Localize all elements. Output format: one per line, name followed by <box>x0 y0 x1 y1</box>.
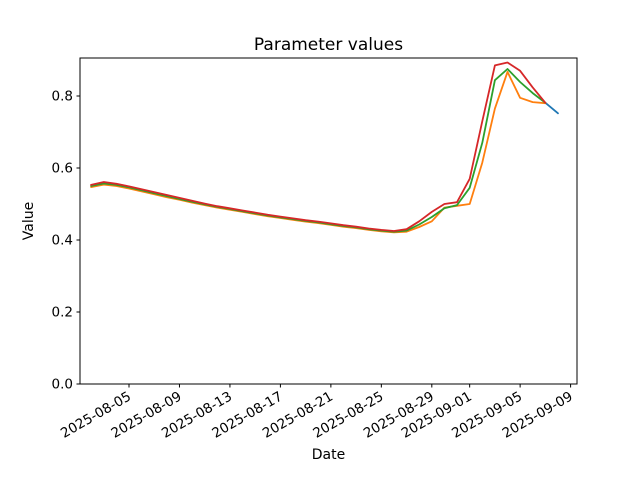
axes-frame <box>79 57 578 385</box>
y-ticks-group: 0.0 0.2 0.4 0.6 0.8 <box>52 89 80 393</box>
y-tick-label: 0.8 <box>52 89 73 105</box>
series-group <box>90 61 559 234</box>
series-orange-line <box>90 71 547 234</box>
y-axis-label: Value <box>21 202 37 240</box>
y-tick-label: 0.2 <box>52 305 73 321</box>
y-tick-label: 0.6 <box>52 161 73 177</box>
y-tick-label: 0.4 <box>52 233 73 249</box>
x-ticks-group: 2025-08-052025-08-092025-08-132025-08-17… <box>58 384 576 442</box>
series-blue-line <box>544 101 559 115</box>
y-tick-label: 0.0 <box>52 377 73 393</box>
chart-title: Parameter values <box>254 35 403 55</box>
x-axis-label: Date <box>312 447 345 463</box>
series-green-line <box>90 68 547 233</box>
series-red-line <box>90 61 547 232</box>
